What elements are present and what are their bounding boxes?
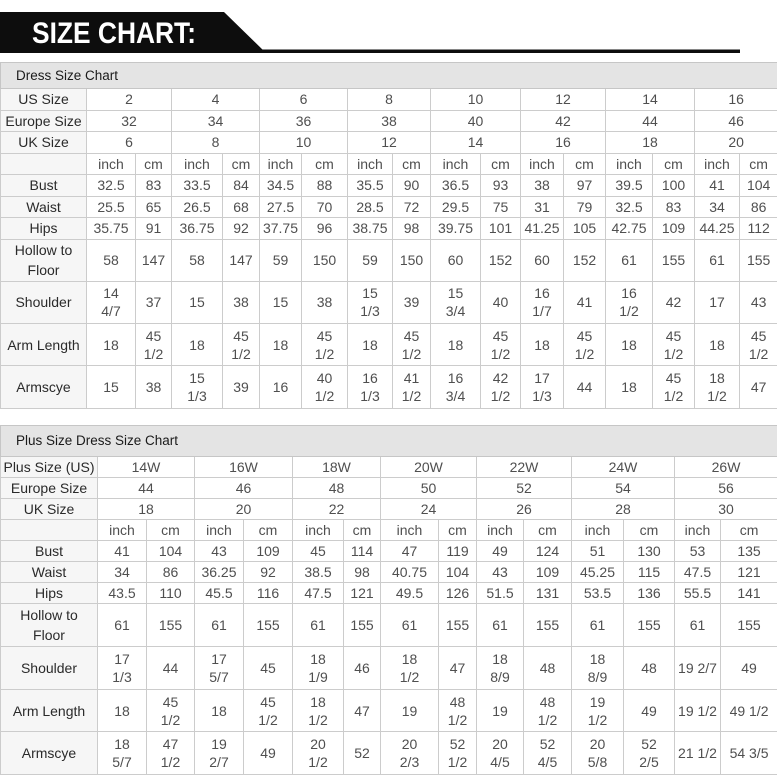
svg-text:SIZE CHART:: SIZE CHART: (32, 17, 196, 50)
